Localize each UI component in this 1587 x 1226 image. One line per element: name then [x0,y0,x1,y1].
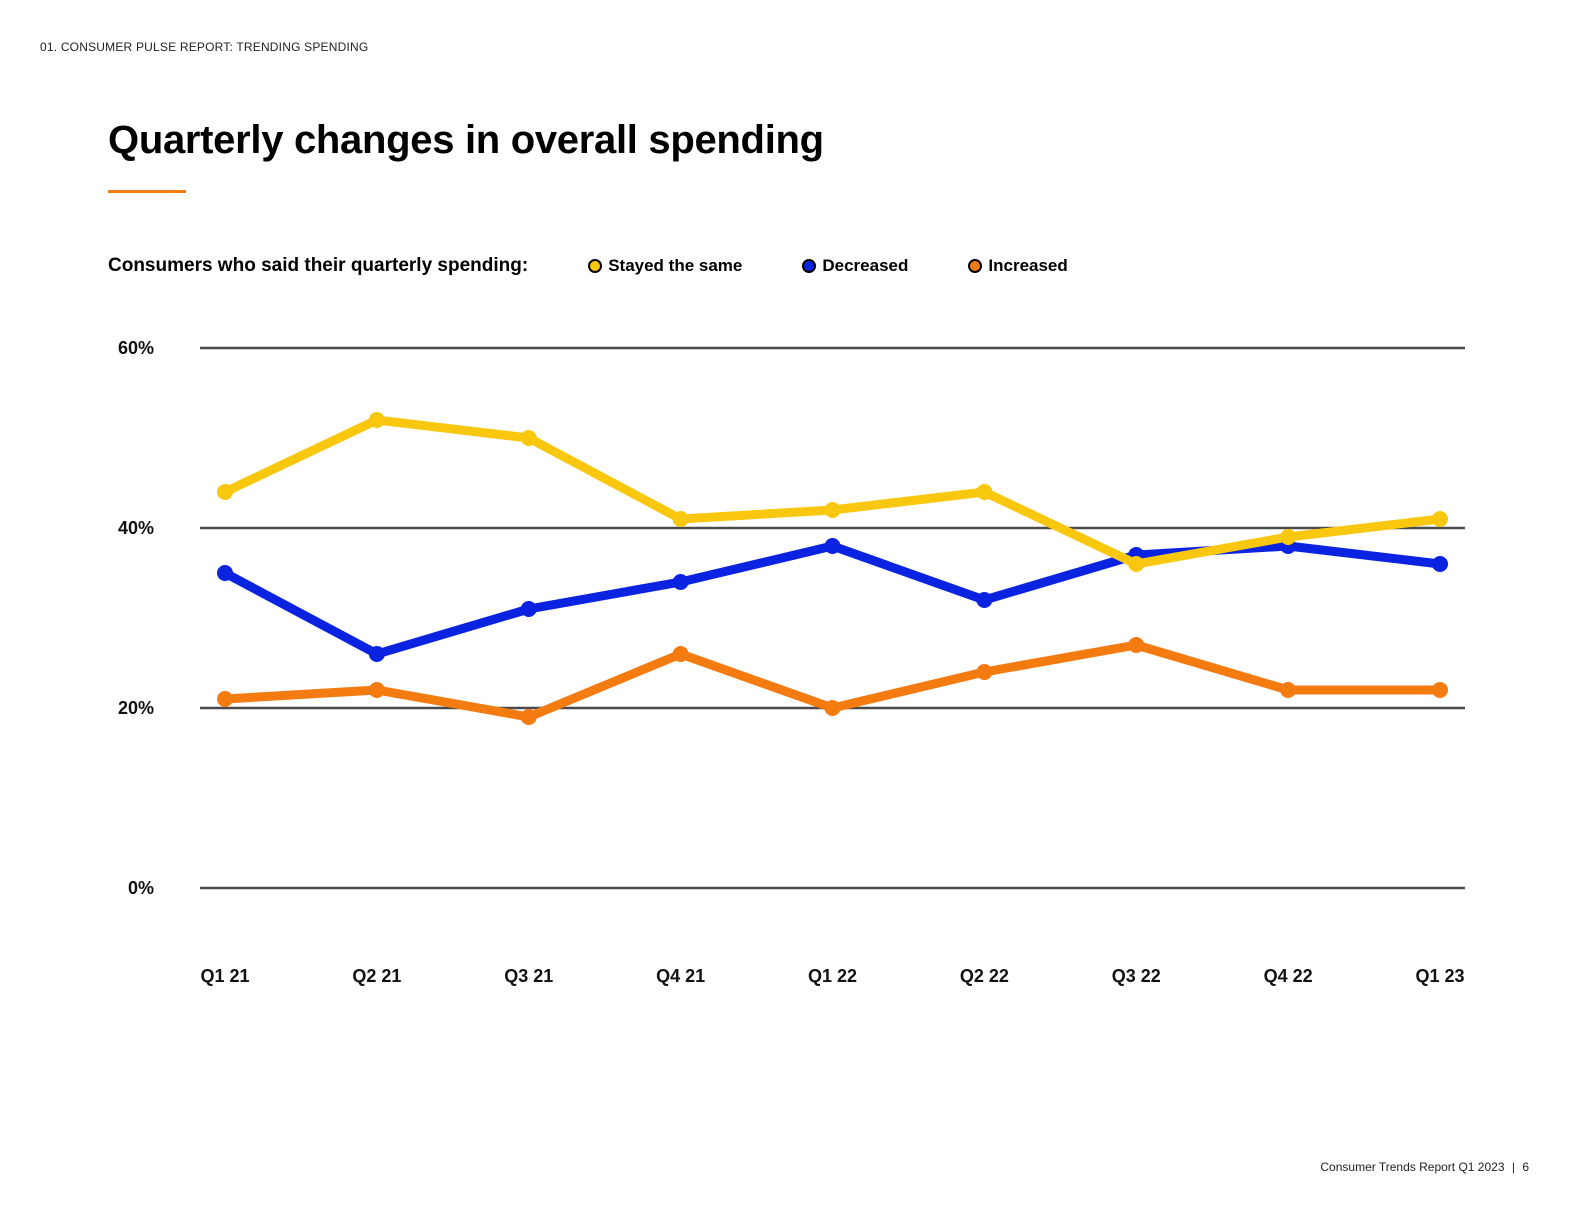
data-point-stayed [976,484,993,500]
data-point-decreased [1432,556,1448,572]
legend-item-decreased: Decreased [802,256,908,276]
data-point-increased [217,691,233,707]
data-point-decreased [368,646,385,662]
data-point-decreased [520,601,537,617]
data-point-increased [1432,682,1448,698]
x-tick-label: Q3 21 [504,966,553,986]
data-point-stayed [1432,511,1448,527]
footer-report: Consumer Trends Report Q1 2023 [1320,1160,1505,1174]
data-point-decreased [824,538,841,554]
x-tick-label: Q1 23 [1415,966,1464,986]
legend-label-increased: Increased [988,256,1068,275]
data-point-stayed [217,484,233,500]
section-label: 01. CONSUMER PULSE REPORT: TRENDING SPEN… [40,40,369,54]
legend-item-stayed: Stayed the same [588,256,742,276]
data-point-increased [1280,682,1297,698]
data-point-increased [520,709,537,725]
y-tick-label: 0% [128,878,154,898]
x-tick-label: Q4 22 [1264,966,1313,986]
x-tick-label: Q2 22 [960,966,1009,986]
data-point-decreased [976,592,993,608]
data-point-stayed [368,412,385,428]
data-point-decreased [672,574,689,590]
x-tick-label: Q2 21 [352,966,401,986]
page-title: Quarterly changes in overall spending [108,118,824,162]
legend-swatch-increased [968,259,983,273]
x-tick-label: Q3 22 [1112,966,1161,986]
y-tick-label: 60% [118,338,154,358]
data-point-increased [672,646,689,662]
data-point-decreased [217,565,233,581]
legend-label-decreased: Decreased [822,256,909,275]
x-tick-label: Q4 21 [656,966,705,986]
series-line-decreased [220,541,1445,659]
x-tick-label: Q1 21 [200,966,249,986]
data-point-increased [824,700,841,716]
x-tick-label: Q1 22 [808,966,857,986]
data-point-increased [1128,637,1145,653]
data-point-increased [976,664,993,680]
title-underline [108,190,186,193]
data-point-increased [368,682,385,698]
data-point-stayed [1128,556,1145,572]
legend-swatch-decreased [802,259,817,273]
footer: Consumer Trends Report Q1 2023 | 6 [1320,1160,1529,1174]
y-tick-label: 20% [118,698,154,718]
legend-item-increased: Increased [968,256,1068,276]
y-tick-label: 40% [118,518,154,538]
data-point-stayed [672,511,689,527]
footer-separator: | [1511,1160,1515,1174]
data-point-stayed [520,430,537,446]
legend-caption: Consumers who said their quarterly spend… [108,255,529,276]
legend-swatch-stayed [588,259,603,273]
footer-page-number: 6 [1522,1160,1529,1174]
data-point-stayed [1280,529,1297,545]
data-point-stayed [824,502,841,518]
legend-label-stayed: Stayed the same [608,256,743,275]
legend: Consumers who said their quarterly spend… [108,252,1128,280]
